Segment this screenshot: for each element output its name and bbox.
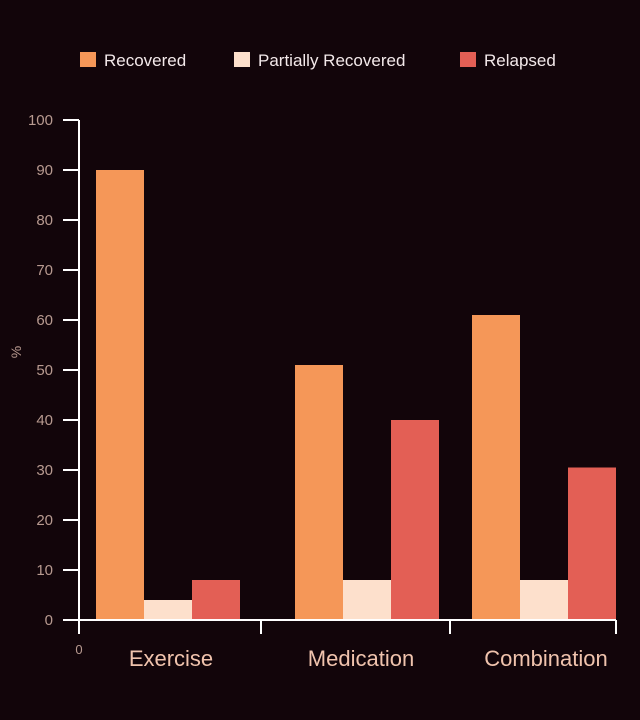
x-ticks-group: Exercise Medication Combination	[129, 620, 617, 671]
bar-combination-partially-recovered	[520, 580, 568, 620]
y-tick-label: 80	[36, 212, 53, 229]
bar-exercise-partially-recovered	[144, 600, 192, 620]
legend-label-recovered: Recovered	[104, 51, 186, 70]
y-tick-label: 60	[36, 312, 53, 329]
bar-combination-relapsed	[568, 467, 616, 620]
y-axis-label: %	[8, 346, 24, 358]
bars-group	[96, 170, 616, 620]
y-tick-label: 20	[36, 512, 53, 529]
y-tick-label: 70	[36, 262, 53, 279]
bar-exercise-recovered	[96, 170, 144, 620]
y-tick-label: 10	[36, 562, 53, 579]
legend-label-partially-recovered: Partially Recovered	[258, 51, 405, 70]
y-tick-label: 100	[28, 112, 53, 129]
y-ticks-group: 0 10 20 30 40 50 60 70 80 90 100	[28, 112, 79, 629]
legend-swatch-recovered	[80, 52, 96, 67]
y-tick-label: 0	[45, 612, 53, 629]
bar-exercise-relapsed	[192, 580, 240, 620]
axes-group	[78, 120, 616, 634]
bar-medication-partially-recovered	[343, 580, 391, 620]
x-category-label-combination: Combination	[484, 646, 608, 671]
y-tick-label: 90	[36, 162, 53, 179]
bar-medication-recovered	[295, 365, 343, 620]
x-origin-label: 0	[75, 642, 82, 657]
legend: Recovered Partially Recovered Relapsed	[80, 51, 556, 70]
bar-combination-recovered	[472, 315, 520, 620]
bar-medication-relapsed	[391, 420, 439, 620]
legend-swatch-relapsed	[460, 52, 476, 67]
y-tick-label: 30	[36, 462, 53, 479]
legend-label-relapsed: Relapsed	[484, 51, 556, 70]
x-category-label-exercise: Exercise	[129, 646, 213, 671]
legend-swatch-partially-recovered	[234, 52, 250, 67]
y-tick-label: 40	[36, 412, 53, 429]
y-tick-label: 50	[36, 362, 53, 379]
x-category-label-medication: Medication	[308, 646, 414, 671]
